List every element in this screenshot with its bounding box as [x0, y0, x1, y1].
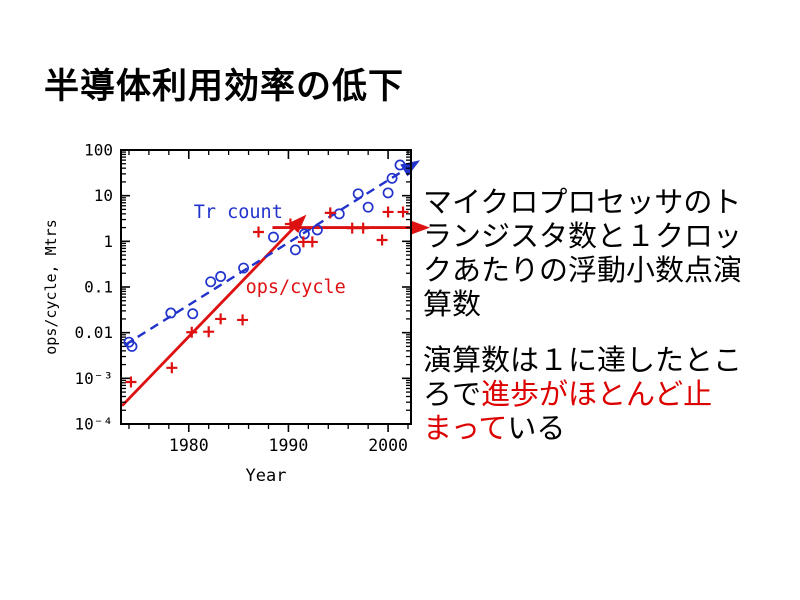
svg-text:10⁻⁴: 10⁻⁴: [74, 415, 113, 434]
svg-text:1: 1: [103, 232, 113, 251]
text-line: ろで進歩がほとんど止: [423, 378, 793, 412]
text-line: ランジスタ数と１クロッ: [423, 221, 743, 253]
series-tr-count: [123, 159, 406, 352]
series-labels: Tr count ops/cycle: [194, 202, 346, 298]
text-line: クあたりの浮動小数点演: [423, 255, 743, 287]
series-ops-cycle: [125, 206, 409, 388]
y-axis-label: ops/cycle, Mtrs: [42, 219, 60, 354]
svg-text:2000: 2000: [368, 436, 408, 455]
plot-border: [120, 149, 412, 425]
y-axis: 10⁻⁴ 10⁻³ 0.01 0.1 1 10 100: [74, 141, 410, 434]
svg-text:Tr count: Tr count: [194, 202, 283, 223]
text-black: いる: [507, 413, 566, 445]
svg-text:Year: Year: [246, 466, 287, 486]
text-red-highlight: まって: [423, 413, 508, 445]
svg-text:ops/cycle: ops/cycle: [246, 277, 346, 298]
paragraph-description: マイクロプロセッサのト ランジスタ数と１クロッ クあたりの浮動小数点演 算数: [423, 186, 793, 322]
svg-text:0.1: 0.1: [84, 278, 113, 297]
text-line: 演算数は１に達したとこ: [423, 344, 793, 378]
chart: 10⁻⁴ 10⁻³ 0.01 0.1 1 10 100 1980 1990 2000 Year ops…: [30, 135, 440, 495]
svg-text:0.01: 0.01: [74, 323, 113, 342]
svg-text:10⁻³: 10⁻³: [74, 369, 113, 388]
text-black: 演算数は１に達したとこ: [423, 345, 743, 377]
x-axis: 1980 1990 2000 Year: [128, 151, 409, 486]
svg-text:1990: 1990: [269, 436, 309, 455]
svg-text:10: 10: [94, 186, 113, 205]
scatter-plot: 10⁻⁴ 10⁻³ 0.01 0.1 1 10 100 1980 1990 2000 Year ops…: [42, 141, 430, 486]
text-red-highlight: 進歩がほとんど止: [481, 379, 713, 411]
svg-text:ops/cycle, Mtrs: ops/cycle, Mtrs: [42, 219, 60, 354]
slide-title: 半導体利用効率の低下: [44, 67, 405, 106]
text-line: 算数: [423, 289, 482, 321]
paragraph-conclusion: 演算数は１に達したとこ ろで進歩がほとんど止 まっている: [423, 344, 793, 446]
text-black: ろで: [423, 379, 482, 411]
text-line: まっている: [423, 412, 793, 446]
svg-text:100: 100: [84, 141, 113, 160]
svg-text:1980: 1980: [169, 436, 209, 455]
notes-column: マイクロプロセッサのト ランジスタ数と１クロッ クあたりの浮動小数点演 算数 演…: [423, 186, 793, 446]
text-line: マイクロプロセッサのト: [423, 187, 742, 219]
